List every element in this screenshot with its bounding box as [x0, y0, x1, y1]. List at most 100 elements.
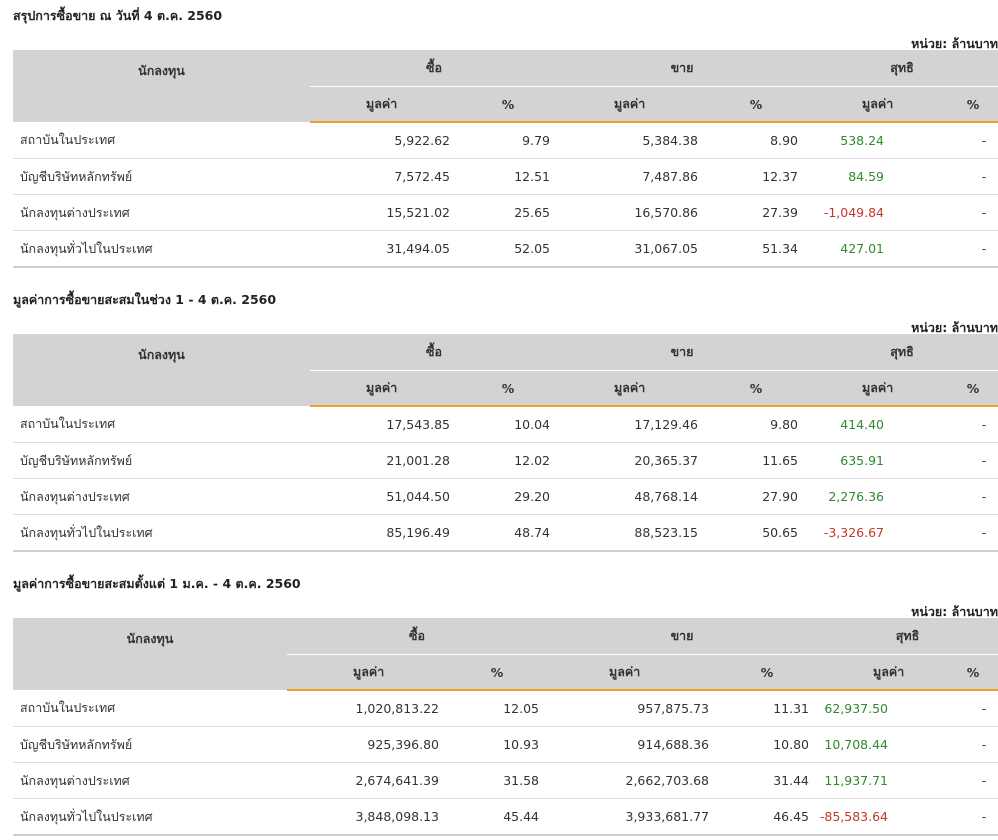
sell-percent: 51.34: [706, 230, 807, 268]
net-value: -1,049.84: [806, 194, 949, 231]
sell-value: 31,067.05: [558, 230, 706, 268]
net-value: 414.40: [806, 406, 949, 443]
sell-percent: 31.44: [717, 762, 818, 799]
table-row: นักลงทุนทั่วไปในประเทศ 85,196.49 48.74 8…: [13, 514, 998, 552]
table-row: นักลงทุนทั่วไปในประเทศ 3,848,098.13 45.4…: [13, 798, 998, 836]
buy-header: ซื้อ: [287, 618, 547, 655]
sell-header: ขาย: [547, 618, 818, 655]
table-row: สถาบันในประเทศ 1,020,813.22 12.05 957,87…: [13, 690, 998, 727]
sell-percent: 11.65: [706, 442, 807, 479]
table-row: นักลงทุนต่างประเทศ 2,674,641.39 31.58 2,…: [13, 762, 998, 799]
section-title: มูลค่าการซื้อขายสะสมตั้งแต่ 1 ม.ค. - 4 ต…: [13, 576, 301, 591]
buy-percent: 31.58: [447, 762, 547, 799]
sell-percent: 12.37: [706, 158, 807, 195]
sell-value: 48,768.14: [558, 478, 706, 515]
buy-percent: 9.79: [458, 122, 558, 159]
investor-header: นักลงทุน: [13, 618, 287, 690]
net-value: -85,583.64: [817, 798, 949, 836]
sell-percent-header: %: [706, 370, 807, 407]
net-value: 2,276.36: [806, 478, 949, 515]
buy-percent: 45.44: [447, 798, 547, 836]
sell-value-header: มูลค่า: [558, 86, 706, 123]
buy-percent-header: %: [447, 654, 547, 691]
net-header: สุทธิ: [817, 618, 998, 655]
buy-value: 31,494.05: [310, 230, 458, 268]
net-percent-header: %: [948, 370, 998, 407]
sell-header: ขาย: [558, 50, 807, 87]
net-value: 538.24: [806, 122, 949, 159]
buy-percent: 25.65: [458, 194, 558, 231]
sell-percent: 10.80: [717, 726, 818, 763]
net-percent: -: [948, 230, 998, 268]
investor-header: นักลงทุน: [13, 334, 310, 406]
net-percent-header: %: [948, 654, 998, 691]
investor-name: นักลงทุนทั่วไปในประเทศ: [13, 230, 310, 268]
net-value: 635.91: [806, 442, 949, 479]
trading-summary-table: นักลงทุน ซื้อ ขาย สุทธิ มูลค่า % มูลค่า …: [13, 50, 998, 268]
table-row: สถาบันในประเทศ 17,543.85 10.04 17,129.46…: [13, 406, 998, 443]
sell-percent: 27.39: [706, 194, 807, 231]
table-row: นักลงทุนต่างประเทศ 15,521.02 25.65 16,57…: [13, 194, 998, 231]
investor-name: นักลงทุนทั่วไปในประเทศ: [13, 514, 310, 552]
net-percent: -: [948, 798, 998, 836]
investor-name: นักลงทุนต่างประเทศ: [13, 194, 310, 231]
sell-percent-header: %: [706, 86, 807, 123]
sell-value: 957,875.73: [547, 690, 717, 727]
investor-name: บัญชีบริษัทหลักทรัพย์: [13, 726, 287, 763]
table-row: สถาบันในประเทศ 5,922.62 9.79 5,384.38 8.…: [13, 122, 998, 159]
investor-name: สถาบันในประเทศ: [13, 690, 287, 727]
buy-header: ซื้อ: [310, 334, 558, 371]
net-value-header: มูลค่า: [806, 86, 949, 123]
net-percent: -: [948, 194, 998, 231]
buy-value: 7,572.45: [310, 158, 458, 195]
sell-percent: 50.65: [706, 514, 807, 552]
table-row: นักลงทุนต่างประเทศ 51,044.50 29.20 48,76…: [13, 478, 998, 515]
sell-percent: 11.31: [717, 690, 818, 727]
investor-name: บัญชีบริษัทหลักทรัพย์: [13, 442, 310, 479]
sell-value: 2,662,703.68: [547, 762, 717, 799]
buy-percent: 48.74: [458, 514, 558, 552]
daily-summary-section: สรุปการซื้อขาย ณ วันที่ 4 ต.ค. 2560 หน่ว…: [13, 0, 998, 275]
section-title: มูลค่าการซื้อขายสะสมในช่วง 1 - 4 ต.ค. 25…: [13, 292, 277, 307]
net-value: 84.59: [806, 158, 949, 195]
investor-name: นักลงทุนต่างประเทศ: [13, 762, 287, 799]
net-percent: -: [948, 158, 998, 195]
sell-percent: 8.90: [706, 122, 807, 159]
sell-value: 7,487.86: [558, 158, 706, 195]
net-percent: -: [948, 478, 998, 515]
table-row: บัญชีบริษัทหลักทรัพย์ 21,001.28 12.02 20…: [13, 442, 998, 479]
net-percent: -: [948, 514, 998, 552]
net-percent: -: [948, 442, 998, 479]
buy-value: 85,196.49: [310, 514, 458, 552]
sell-value: 914,688.36: [547, 726, 717, 763]
buy-value: 21,001.28: [310, 442, 458, 479]
investor-header: นักลงทุน: [13, 50, 310, 122]
net-header: สุทธิ: [806, 50, 998, 87]
buy-percent: 12.05: [447, 690, 547, 727]
sell-value-header: มูลค่า: [547, 654, 717, 691]
sell-value: 16,570.86: [558, 194, 706, 231]
table-row: บัญชีบริษัทหลักทรัพย์ 7,572.45 12.51 7,4…: [13, 158, 998, 195]
sell-value-header: มูลค่า: [558, 370, 706, 407]
trading-summary-table: นักลงทุน ซื้อ ขาย สุทธิ มูลค่า % มูลค่า …: [13, 618, 998, 836]
buy-value: 51,044.50: [310, 478, 458, 515]
table-row: บัญชีบริษัทหลักทรัพย์ 925,396.80 10.93 9…: [13, 726, 998, 763]
sell-percent: 46.45: [717, 798, 818, 836]
period-summary-section: มูลค่าการซื้อขายสะสมในช่วง 1 - 4 ต.ค. 25…: [13, 284, 998, 559]
sell-percent: 27.90: [706, 478, 807, 515]
unit-label: หน่วย: ล้านบาท: [911, 604, 998, 619]
buy-value: 15,521.02: [310, 194, 458, 231]
buy-percent: 10.04: [458, 406, 558, 443]
sell-value: 88,523.15: [558, 514, 706, 552]
buy-percent-header: %: [458, 86, 558, 123]
table-row: นักลงทุนทั่วไปในประเทศ 31,494.05 52.05 3…: [13, 230, 998, 268]
sell-header: ขาย: [558, 334, 807, 371]
buy-value-header: มูลค่า: [287, 654, 447, 691]
investor-name: สถาบันในประเทศ: [13, 406, 310, 443]
ytd-summary-section: มูลค่าการซื้อขายสะสมตั้งแต่ 1 ม.ค. - 4 ต…: [13, 568, 998, 840]
investor-name: นักลงทุนทั่วไปในประเทศ: [13, 798, 287, 836]
net-value: 10,708.44: [817, 726, 949, 763]
buy-percent-header: %: [458, 370, 558, 407]
buy-percent: 12.02: [458, 442, 558, 479]
net-value-header: มูลค่า: [806, 370, 949, 407]
